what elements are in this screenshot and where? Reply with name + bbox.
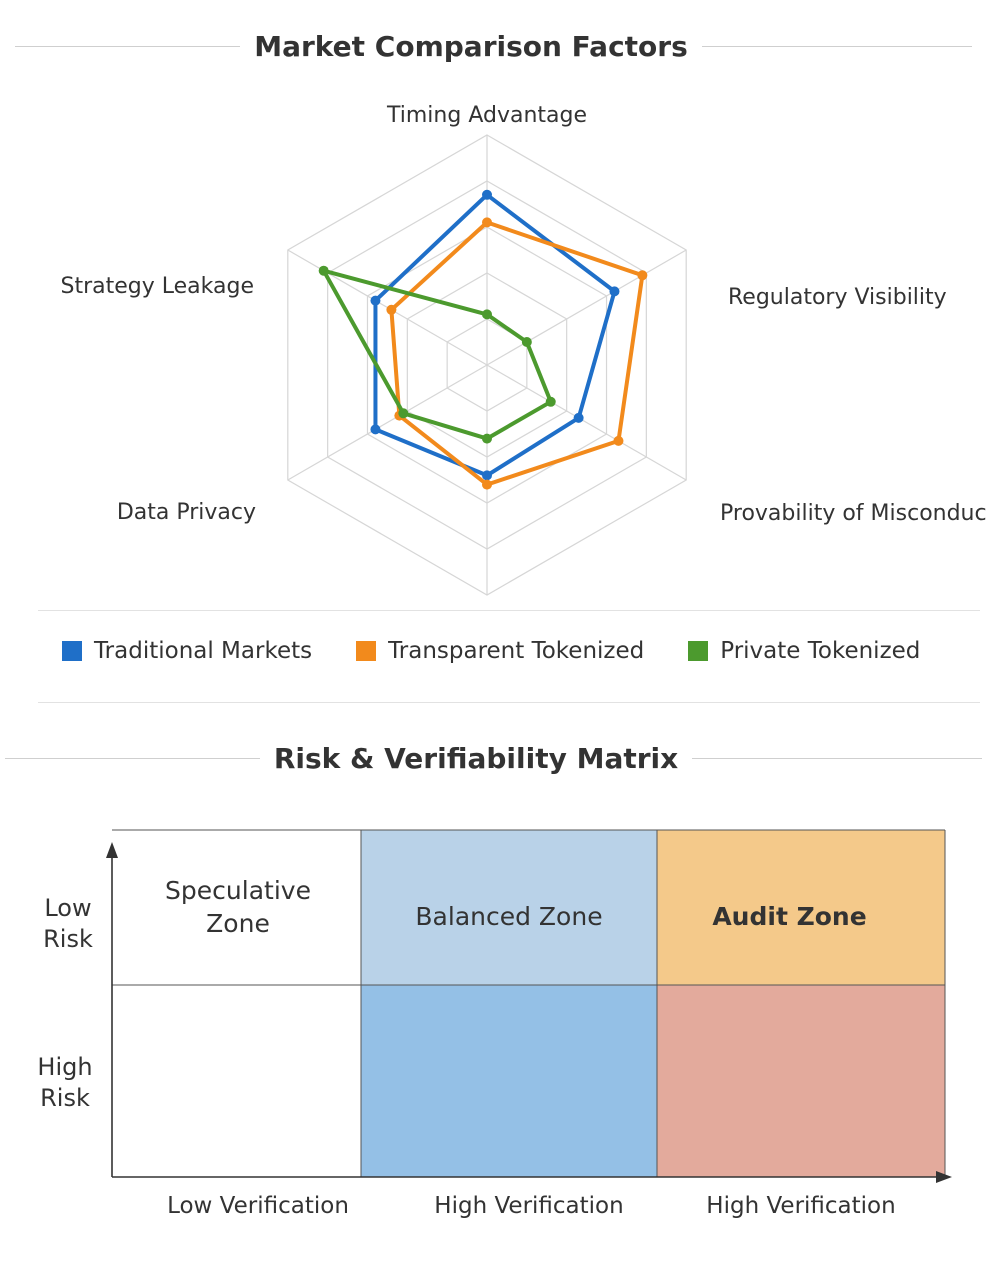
radar-point-s3-4 [482,433,492,444]
matrix-cell-audit [657,830,945,985]
cell-label-audit: Audit Zone [712,902,867,932]
radar-point-s1-5 [370,424,381,435]
radar-point-s3-3 [545,396,556,407]
radar-spoke-3 [486,364,687,481]
matrix-cell-high-risk-low-ver [112,985,361,1177]
radar-chart: Timing Advantage Regulatory Visibility Pro… [61,103,987,596]
legend-label-private: Private Tokenized [720,638,921,664]
radar-point-s1-3 [573,412,584,423]
x-axis-arrow-icon [936,1171,952,1183]
legend-item-private: Private Tokenized [688,638,920,664]
row-label-low-risk: Low Risk [43,894,93,954]
radar-title-row: Market Comparison Factors [0,30,987,63]
matrix-rule-right [692,758,983,759]
matrix-title: Risk & Verifiability Matrix [273,742,679,775]
matrix-cell-balanced [361,830,657,985]
radar-point-s2-2 [637,270,648,281]
radar-spoke-5 [287,364,488,481]
radar-series-line-3 [321,268,553,441]
radar-point-s1-2 [609,286,620,297]
radar-point-s1-6 [370,295,381,306]
radar-axis-label-5: Strategy Leakage [61,274,254,299]
radar-spoke-2 [486,249,687,366]
col-label-high-verification-1: High Verification [434,1193,624,1219]
radar-point-s2-1 [482,217,492,228]
row-label-high-risk: High Risk [37,1053,93,1113]
legend-label-transparent: Transparent Tokenized [388,638,645,664]
legend-swatch-private [688,641,709,661]
legend-divider-top [38,610,980,611]
legend-swatch-traditional [62,641,82,661]
title-rule-left [15,46,241,47]
radar-point-s3-5 [398,408,409,419]
legend-label-traditional: Traditional Markets [94,638,313,664]
radar-legend: Traditional Markets Transparent Tokenize… [62,638,942,664]
radar-point-s3-6 [318,265,329,276]
col-label-high-verification-2: High Verification [706,1193,896,1219]
y-axis-arrow-icon [106,842,118,858]
radar-point-s1-4 [482,470,492,481]
radar-chart-title: Market Comparison Factors [254,30,688,63]
matrix-cell-high-risk-high-ver [361,985,657,1177]
cell-label-balanced: Balanced Zone [415,902,603,932]
radar-series-line-2 [389,220,645,487]
matrix-gridlines [112,829,946,1177]
radar-point-s2-3 [613,435,624,446]
radar-point-s1-1 [482,189,492,200]
title-rule-right [701,46,972,47]
radar-axis-label-2: Regulatory Visibility [728,285,947,310]
matrix-grid [106,829,952,1183]
legend-divider-bottom [38,702,980,703]
legend-item-transparent: Transparent Tokenized [356,638,644,664]
radar-axis-label-4: Data Privacy [117,500,256,525]
matrix-axes [111,850,942,1178]
radar-axis-label-1: Timing Advantage [386,103,587,128]
matrix-cell-speculative [112,830,361,985]
cell-label-speculative: Speculative Zone [165,876,311,938]
radar-point-s3-2 [521,337,532,347]
radar-point-s2-4 [482,479,492,490]
radar-point-s3-1 [482,309,492,320]
matrix-title-row: Risk & Verifiability Matrix [0,742,987,775]
matrix-rule-left [4,758,260,759]
radar-axis-label-3: Provability of Misconduct [720,501,987,526]
matrix-cell-high-risk-audit [657,985,945,1177]
legend-item-traditional: Traditional Markets [62,638,312,664]
radar-point-s2-6 [386,304,397,315]
col-label-low-verification: Low Verification [167,1193,349,1219]
legend-swatch-transparent [356,641,377,661]
